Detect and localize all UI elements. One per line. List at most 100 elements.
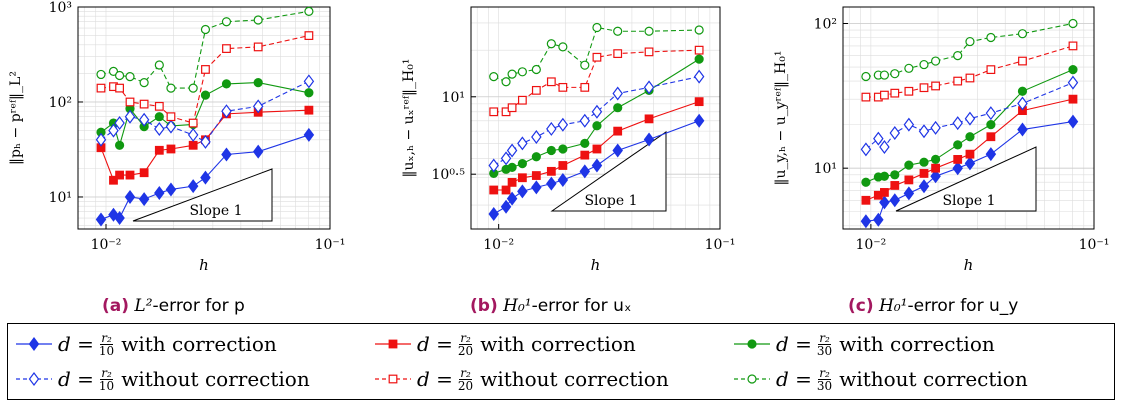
x-tick-label-0: 10⁻² — [483, 237, 514, 253]
data-point-8 — [200, 24, 211, 35]
x-axis-label: h — [199, 256, 209, 274]
data-point-7 — [953, 76, 963, 86]
slope-triangle — [550, 131, 667, 212]
data-point-8 — [592, 121, 602, 131]
legend-item-3: d = r₂ 10 without correction — [14, 362, 310, 396]
x-tick-label-0: 10⁻² — [855, 237, 886, 253]
data-point-4 — [531, 85, 541, 95]
data-point-8 — [591, 158, 603, 173]
data-point-11 — [304, 105, 314, 115]
data-point-7 — [953, 155, 963, 164]
legend-label: with correction — [121, 332, 277, 356]
data-point-9 — [612, 143, 623, 158]
data-point-7 — [952, 161, 963, 176]
legend: d = r₂ 10 with correction d = r₂ 20 with correc… — [7, 323, 1115, 400]
data-point-3 — [890, 88, 900, 98]
data-point-2 — [507, 162, 517, 172]
legend-label: with correction — [480, 332, 636, 356]
data-point-4 — [139, 168, 149, 178]
data-point-5 — [918, 179, 930, 194]
data-point-9 — [221, 79, 232, 89]
legend-d: d = — [417, 332, 453, 356]
data-point-1 — [500, 199, 512, 214]
data-point-5 — [546, 176, 557, 191]
data-point-2 — [879, 70, 890, 80]
data-point-5 — [918, 124, 930, 139]
data-point-3 — [517, 159, 527, 169]
legend-fraction-den: 30 — [816, 343, 833, 358]
data-point-9 — [221, 17, 232, 27]
data-point-8 — [200, 170, 211, 185]
data-point-8 — [964, 111, 976, 126]
data-point-7 — [579, 113, 591, 128]
data-point-6 — [931, 81, 940, 91]
data-point-0 — [489, 71, 499, 82]
legend-marker — [747, 339, 757, 349]
data-point-5 — [154, 112, 164, 122]
legend-swatch — [375, 339, 411, 349]
series-3 — [860, 75, 1079, 157]
data-point-9 — [221, 104, 232, 119]
data-point-7 — [953, 50, 963, 61]
y-axis-label: ‖uₓ,ₕ − uₓʳᵉᶠ‖_H₀¹ — [401, 59, 417, 178]
data-point-6 — [558, 42, 568, 52]
data-point-6 — [166, 144, 176, 154]
data-point-3 — [889, 193, 901, 208]
data-point-8 — [591, 104, 603, 119]
series-4 — [96, 31, 314, 128]
data-point-6 — [930, 154, 941, 165]
data-point-11 — [694, 97, 704, 107]
data-point-7 — [580, 82, 590, 92]
data-point-10 — [644, 47, 654, 57]
data-point-7 — [953, 140, 963, 150]
data-point-9 — [985, 147, 997, 162]
legend-fraction-num: r₂ — [100, 365, 113, 380]
data-point-11 — [304, 31, 314, 40]
data-point-5 — [919, 83, 929, 93]
data-point-2 — [879, 140, 890, 155]
caption-b-tag: (b) — [470, 296, 498, 316]
data-point-9 — [612, 86, 623, 101]
legend-fraction-den: 20 — [457, 378, 474, 393]
legend-label: without correction — [480, 367, 669, 391]
data-point-5 — [919, 169, 929, 178]
data-point-1 — [873, 131, 884, 146]
data-point-3 — [890, 69, 900, 79]
data-point-11 — [1067, 75, 1079, 90]
data-point-11 — [1068, 65, 1078, 75]
data-point-6 — [558, 82, 568, 92]
data-point-0 — [488, 158, 499, 173]
legend-item-0: d = r₂ 10 with correction — [14, 327, 277, 361]
caption-c-tag: (c) — [848, 296, 874, 316]
data-point-10 — [643, 80, 655, 95]
data-point-2 — [114, 211, 125, 226]
data-point-5 — [154, 101, 164, 111]
data-point-8 — [200, 134, 211, 149]
data-point-6 — [165, 182, 177, 197]
data-point-7 — [187, 127, 199, 142]
legend-fraction: r₂ 20 — [457, 367, 474, 392]
data-point-7 — [188, 118, 198, 128]
data-point-9 — [613, 103, 623, 113]
series-line — [100, 80, 310, 143]
data-point-5 — [546, 121, 557, 136]
caption-c-text: -error for u_y — [907, 296, 1019, 316]
data-point-9 — [986, 132, 996, 142]
caption-a-tag: (a) — [102, 296, 130, 316]
data-point-5 — [154, 186, 165, 201]
data-point-11 — [303, 127, 315, 142]
data-point-0 — [489, 185, 499, 195]
slope-triangle — [895, 146, 1037, 212]
x-axis-label: h — [964, 256, 974, 274]
caption-b: (b) H₀¹-error for uₓ — [470, 296, 631, 316]
series-3 — [95, 74, 315, 149]
series-line — [493, 76, 700, 166]
data-point-10 — [1018, 56, 1027, 66]
data-point-3 — [890, 181, 900, 190]
x-tick-label-1: 10⁻¹ — [1079, 237, 1110, 253]
data-point-5 — [919, 157, 929, 167]
data-point-9 — [613, 126, 623, 136]
y-tick-label-1: 10¹ — [442, 90, 465, 106]
x-tick-label-0: 10⁻² — [91, 237, 122, 253]
legend-marker — [28, 337, 40, 351]
